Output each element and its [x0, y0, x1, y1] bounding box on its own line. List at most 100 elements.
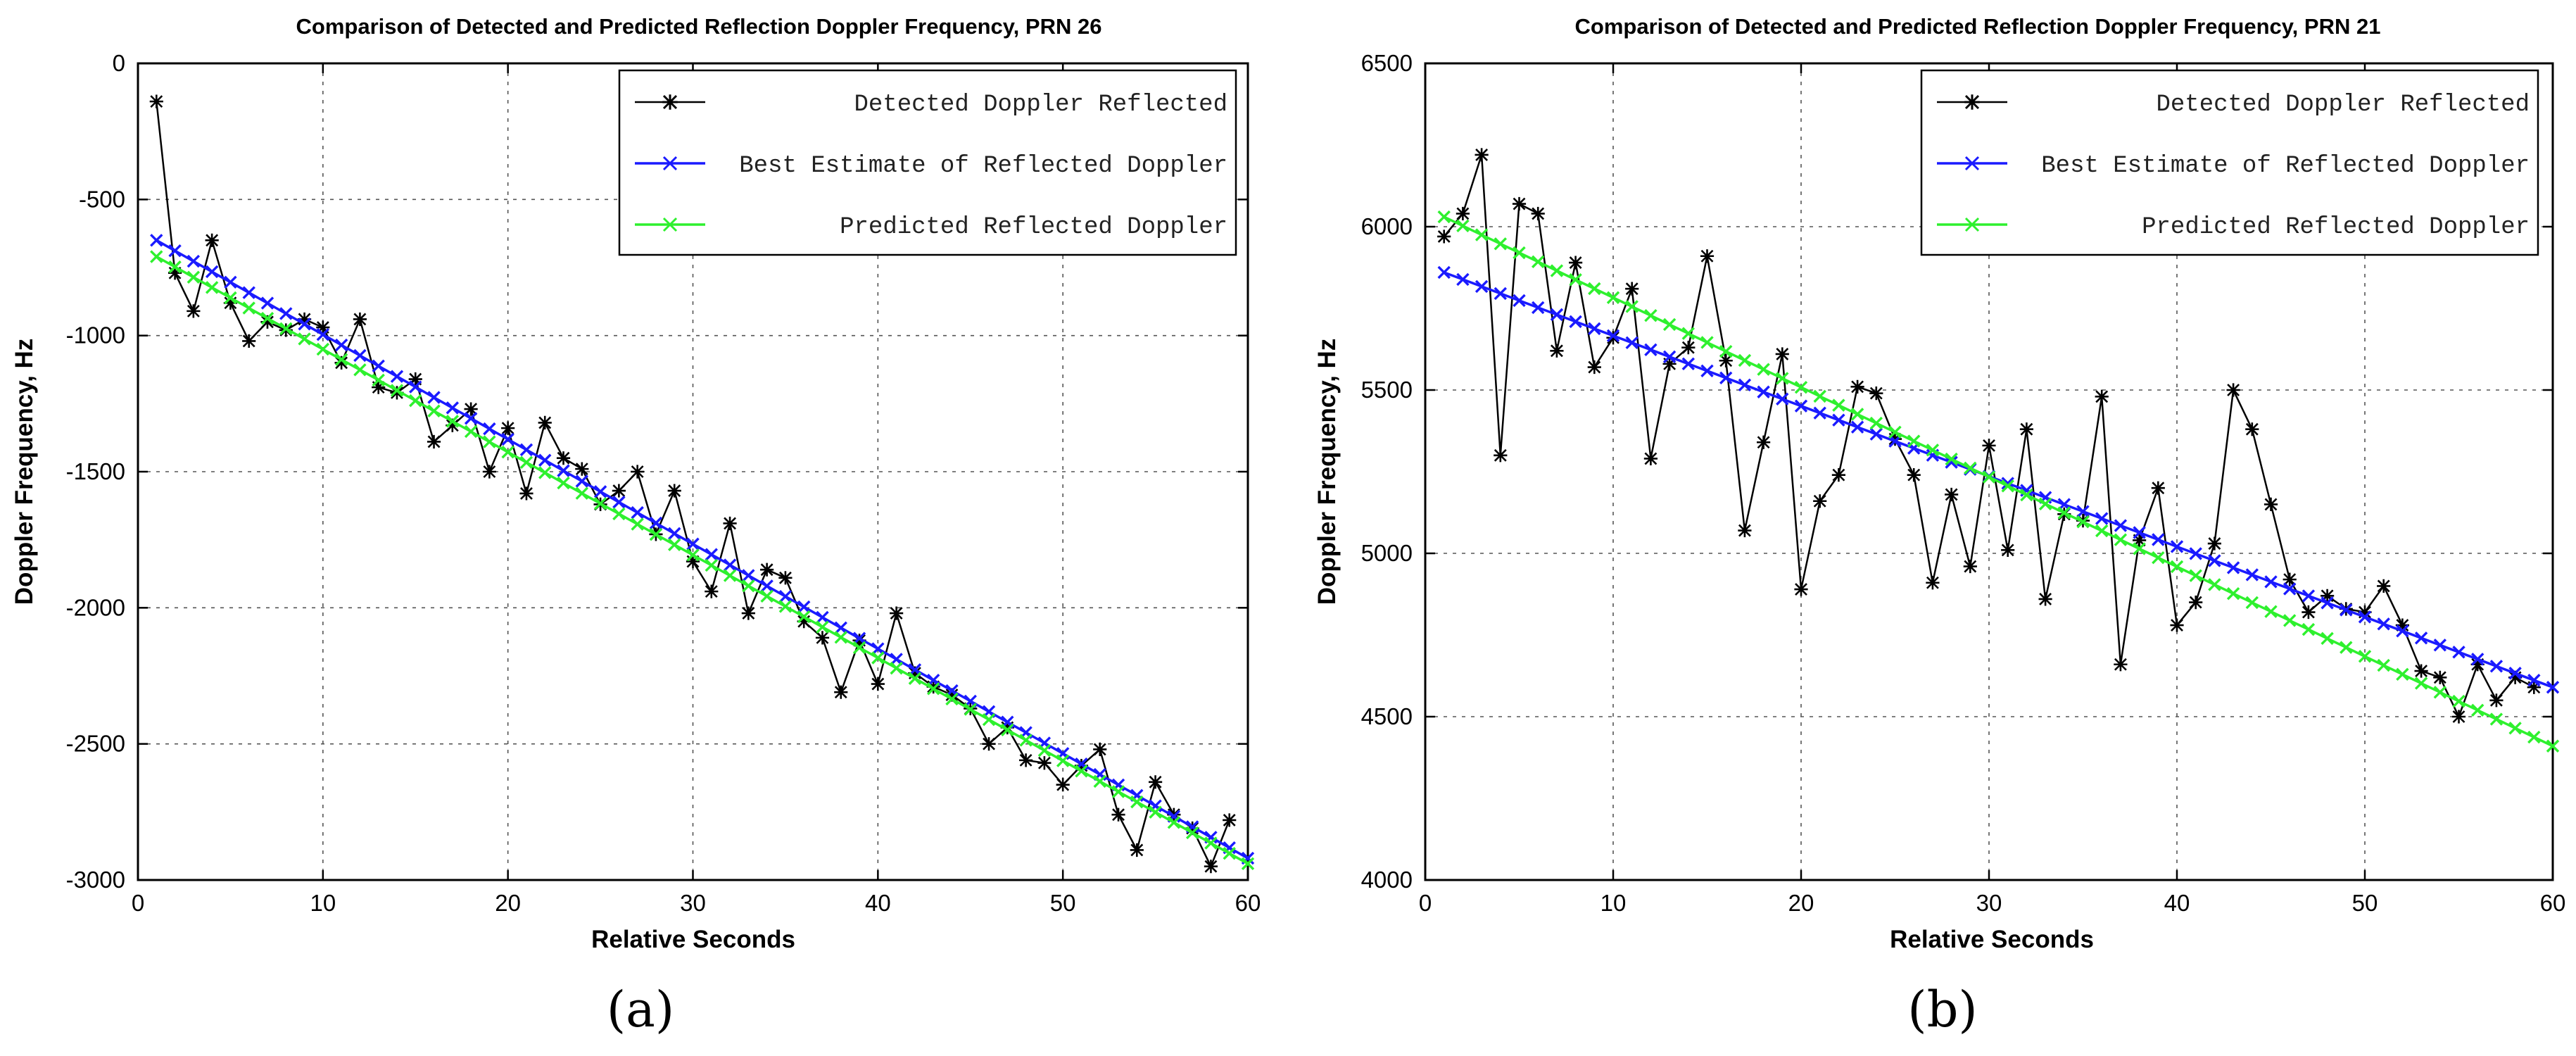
data-point-detected-doppler-reflected [2038, 592, 2052, 606]
legend-marker-predicted-reflected-doppler [1964, 217, 1980, 232]
data-point-detected-doppler-reflected [1569, 256, 1583, 270]
data-point-predicted-reflected-doppler [834, 631, 847, 644]
data-point-predicted-reflected-doppler [557, 476, 570, 490]
x-tick-label: 20 [495, 890, 521, 916]
data-point-detected-doppler-reflected [223, 296, 238, 310]
data-point-predicted-reflected-doppler [797, 610, 811, 624]
y-axis-label: Doppler Frequency, Hz [1313, 339, 1341, 605]
data-point-best-estimate-of-reflected-doppler [1681, 357, 1696, 371]
y-tick-label: -2500 [66, 731, 125, 757]
data-point-predicted-reflected-doppler [964, 703, 977, 716]
legend-label-best-estimate-of-reflected-doppler: Best Estimate of Reflected Doppler [739, 153, 1227, 180]
data-point-predicted-reflected-doppler [483, 435, 496, 448]
data-point-best-estimate-of-reflected-doppler [1662, 350, 1677, 364]
data-point-detected-doppler-reflected [1757, 435, 1771, 449]
data-point-predicted-reflected-doppler [742, 579, 755, 593]
data-point-predicted-reflected-doppler [1738, 353, 1752, 367]
data-point-detected-doppler-reflected [372, 380, 386, 394]
data-point-predicted-reflected-doppler [575, 486, 589, 500]
chart-panel-a: Comparison of Detected and Predicted Ref… [11, 14, 1261, 1038]
legend-marker-predicted-reflected-doppler [662, 217, 678, 232]
data-point-detected-doppler-reflected [390, 386, 404, 400]
data-point-detected-doppler-reflected [2283, 572, 2297, 586]
data-point-detected-doppler-reflected [1926, 576, 1940, 590]
data-point-best-estimate-of-reflected-doppler [298, 318, 311, 331]
data-point-predicted-reflected-doppler [593, 497, 607, 510]
data-point-detected-doppler-reflected [334, 356, 348, 370]
data-point-detected-doppler-reflected [2302, 605, 2316, 620]
data-point-predicted-reflected-doppler [649, 527, 663, 541]
axis-ticks: 0 10 20 30 40 50 60 6500 6000 5500 5000 4500 4000 [1361, 50, 2566, 916]
data-point-best-estimate-of-reflected-doppler [1494, 287, 1508, 301]
legend-box [618, 69, 1237, 256]
data-point-detected-doppler-reflected [797, 615, 811, 629]
data-point-predicted-reflected-doppler [2226, 586, 2240, 601]
data-point-predicted-reflected-doppler [390, 384, 404, 397]
data-point-detected-doppler-reflected [1111, 807, 1125, 822]
data-point-predicted-reflected-doppler [1644, 309, 1658, 322]
data-point-detected-doppler-reflected [1037, 756, 1052, 770]
data-point-best-estimate-of-reflected-doppler [1550, 308, 1564, 322]
data-point-detected-doppler-reflected [408, 372, 422, 386]
data-point-predicted-reflected-doppler [2508, 722, 2522, 735]
data-point-best-estimate-of-reflected-doppler [2208, 554, 2221, 567]
data-point-predicted-reflected-doppler [1850, 408, 1864, 421]
data-point-detected-doppler-reflected [1813, 494, 1827, 508]
data-point-best-estimate-of-reflected-doppler [1869, 427, 1883, 441]
data-point-best-estimate-of-reflected-doppler [2546, 681, 2560, 694]
data-point-detected-doppler-reflected [815, 631, 830, 645]
x-tick-label: 30 [680, 890, 706, 916]
data-point-predicted-reflected-doppler [1662, 318, 1677, 332]
data-point-predicted-reflected-doppler [150, 250, 163, 263]
data-point-detected-doppler-reflected [612, 484, 626, 498]
data-point-predicted-reflected-doppler [538, 466, 552, 479]
data-point-best-estimate-of-reflected-doppler [1832, 413, 1845, 427]
data-point-predicted-reflected-doppler [353, 363, 367, 377]
data-point-detected-doppler-reflected [1625, 282, 1639, 296]
data-point-best-estimate-of-reflected-doppler [705, 548, 718, 561]
data-point-best-estimate-of-reflected-doppler [1606, 329, 1620, 343]
axis-ticks: 0 10 20 30 40 50 60 0 -500 -1000 -1500 -2000 -2500 -3… [66, 50, 1261, 916]
data-point-predicted-reflected-doppler [2302, 622, 2316, 636]
data-point-predicted-reflected-doppler [1204, 836, 1218, 850]
data-point-detected-doppler-reflected [1606, 331, 1620, 345]
data-point-predicted-reflected-doppler [242, 301, 255, 315]
data-point-detected-doppler-reflected [1662, 357, 1677, 371]
data-point-best-estimate-of-reflected-doppler [2152, 533, 2165, 546]
data-point-detected-doppler-reflected [1700, 249, 1715, 263]
x-tick-label: 60 [1235, 890, 1261, 916]
data-point-detected-doppler-reflected [871, 677, 885, 691]
data-point-predicted-reflected-doppler [852, 641, 866, 655]
data-point-predicted-reflected-doppler [334, 353, 348, 366]
data-point-detected-doppler-reflected [760, 562, 774, 577]
data-point-best-estimate-of-reflected-doppler [1757, 385, 1770, 398]
legend-label-detected-doppler-reflected: Detected Doppler Reflected [854, 92, 1228, 118]
data-point-detected-doppler-reflected [686, 555, 700, 569]
data-point-predicted-reflected-doppler [2170, 560, 2184, 574]
data-point-predicted-reflected-doppler [2245, 596, 2259, 610]
data-point-predicted-reflected-doppler [2340, 641, 2353, 654]
data-point-best-estimate-of-reflected-doppler [2527, 674, 2541, 687]
y-axis-label: Doppler Frequency, Hz [11, 339, 38, 605]
data-point-predicted-reflected-doppler [2452, 694, 2465, 708]
data-point-predicted-reflected-doppler [1550, 264, 1564, 277]
data-point-predicted-reflected-doppler [2433, 686, 2447, 699]
data-point-detected-doppler-reflected [1831, 468, 1845, 482]
chart-title: Comparison of Detected and Predicted Ref… [1575, 14, 2381, 39]
data-point-best-estimate-of-reflected-doppler [1437, 265, 1451, 279]
legend-marker-detected-doppler-reflected [1964, 94, 1980, 110]
data-point-predicted-reflected-doppler [2377, 658, 2390, 672]
data-point-detected-doppler-reflected [1223, 813, 1237, 827]
y-tick-label: 6000 [1361, 213, 1413, 239]
data-point-predicted-reflected-doppler [2133, 542, 2146, 555]
data-point-best-estimate-of-reflected-doppler [1794, 399, 1808, 413]
data-point-best-estimate-of-reflected-doppler [852, 631, 866, 645]
data-point-detected-doppler-reflected [778, 571, 793, 585]
data-point-best-estimate-of-reflected-doppler [2508, 667, 2522, 680]
data-point-detected-doppler-reflected [2508, 670, 2523, 684]
data-point-predicted-reflected-doppler [1588, 282, 1601, 296]
chart-panel-b: Comparison of Detected and Predicted Ref… [1313, 14, 2565, 1038]
data-point-best-estimate-of-reflected-doppler [2358, 610, 2372, 624]
data-point-best-estimate-of-reflected-doppler [2114, 519, 2128, 532]
